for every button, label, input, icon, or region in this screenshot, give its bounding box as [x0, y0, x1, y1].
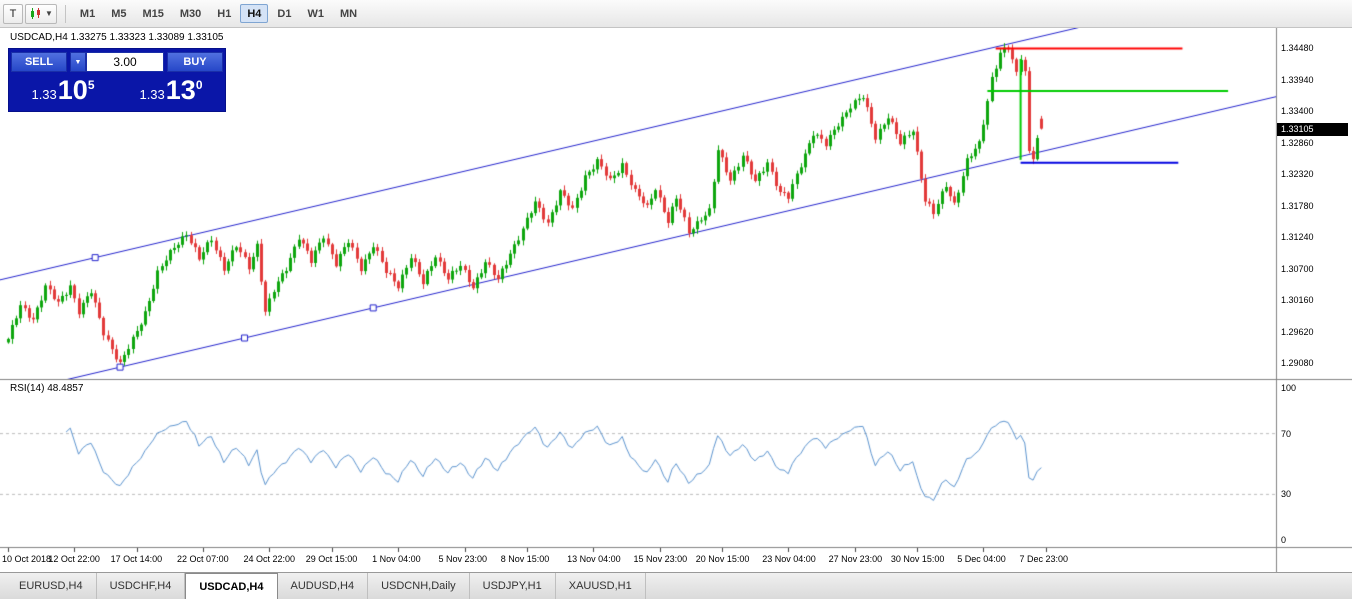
time-axis-label: 7 Dec 23:00: [1019, 554, 1069, 564]
time-axis-label: 10 Oct 2018: [2, 554, 52, 564]
rsi-axis-label: 100: [1281, 383, 1297, 393]
chart-tools-icon: [31, 7, 40, 19]
volume-dropdown-button[interactable]: ▼: [70, 52, 86, 72]
price-axis-label: 1.31240: [1281, 232, 1314, 243]
sell-price-big: 10: [57, 75, 88, 105]
price-axis-label: 1.33400: [1281, 106, 1314, 117]
tab-usdchf[interactable]: USDCHF,H4: [97, 573, 186, 599]
tab-usdcad[interactable]: USDCAD,H4: [185, 573, 278, 599]
time-axis-label: 22 Oct 07:00: [177, 554, 229, 564]
chevron-down-icon: ▼: [74, 58, 82, 66]
timeframe-d1[interactable]: D1: [277, 7, 292, 20]
sell-price-prefix: 1.33: [31, 87, 57, 102]
rsi-indicator-label: RSI(14) 48.4857: [10, 383, 84, 394]
time-axis-label: 12 Oct 22:00: [48, 554, 100, 564]
timeframe-w1[interactable]: W1: [307, 7, 324, 20]
buy-price: 1.33 13 0: [117, 73, 225, 111]
timeframe-m30[interactable]: M30: [179, 7, 202, 20]
time-axis-label: 13 Nov 04:00: [567, 554, 621, 564]
time-axis-label: 17 Oct 14:00: [110, 554, 163, 564]
time-axis-label: 27 Nov 23:00: [828, 554, 883, 564]
time-axis-label: 15 Nov 23:00: [633, 554, 688, 564]
buy-price-prefix: 1.33: [139, 87, 165, 102]
timeframe-m15[interactable]: M15: [142, 7, 164, 20]
time-axis-label: 30 Nov 15:00: [890, 554, 945, 564]
toolbar: T ▼ M1 M5 M15 M30 H1 H4 D1 W1 MN: [0, 0, 1352, 28]
time-axis-label: 24 Oct 22:00: [243, 554, 295, 564]
tab-eurusd[interactable]: EURUSD,H4: [6, 573, 97, 599]
sell-button[interactable]: SELL: [11, 52, 67, 72]
sell-price: 1.33 10 5: [9, 73, 117, 111]
volume-input[interactable]: [86, 52, 164, 72]
price-axis-label: 1.32320: [1281, 169, 1314, 180]
rsi-axis-label: 30: [1281, 489, 1292, 500]
price-axis-label: 1.29620: [1281, 326, 1314, 337]
current-price-tag: 1.33105: [1277, 122, 1348, 136]
price-axis-label: 1.31780: [1281, 200, 1314, 211]
price-axis-label: 1.30700: [1281, 263, 1314, 274]
time-axis-label: 23 Nov 04:00: [762, 554, 816, 564]
tab-audusd[interactable]: AUDUSD,H4: [278, 573, 369, 599]
time-axis-label: 1 Nov 04:00: [372, 554, 421, 564]
price-axis-label: 1.34480: [1281, 43, 1314, 54]
timeframe-h4[interactable]: H4: [240, 4, 269, 23]
tab-usdjpy[interactable]: USDJPY,H1: [470, 573, 556, 599]
one-click-trading-panel: SELL ▼ BUY 1.33 10 5 1.33 13 0: [8, 48, 226, 112]
rsi-axis-label: 0: [1281, 535, 1287, 545]
tab-usdcnh[interactable]: USDCNH,Daily: [368, 573, 470, 599]
time-axis-label: 20 Nov 15:00: [695, 554, 750, 564]
chart-canvas[interactable]: [0, 28, 1352, 572]
price-axis-label: 1.32860: [1281, 137, 1314, 148]
symbol-ohlc-info: USDCAD,H4 1.33275 1.33323 1.33089 1.3310…: [10, 32, 224, 43]
buy-price-sup: 0: [195, 78, 203, 92]
chart-tools-button[interactable]: ▼: [25, 3, 57, 24]
time-axis-label: 8 Nov 15:00: [500, 554, 550, 564]
timeframe-m5[interactable]: M5: [111, 7, 127, 20]
sell-price-sup: 5: [87, 78, 95, 92]
price-axis-label: 1.30160: [1281, 295, 1314, 306]
time-axis-label: 5 Dec 04:00: [957, 554, 1006, 564]
tab-xauusd[interactable]: XAUUSD,H1: [556, 573, 646, 599]
time-axis-label: 5 Nov 23:00: [438, 554, 488, 564]
chart-tabbar: EURUSD,H4 USDCHF,H4 USDCAD,H4 AUDUSD,H4 USDC…: [0, 572, 1352, 599]
toolbar-separator: [64, 4, 66, 23]
price-axis-label: 1.29080: [1281, 358, 1314, 369]
timeframe-m1[interactable]: M1: [79, 7, 96, 20]
time-axis-label: 29 Oct 15:00: [305, 554, 358, 564]
rsi-axis-label: 70: [1281, 428, 1292, 439]
chevron-down-icon: ▼: [45, 9, 53, 18]
buy-button[interactable]: BUY: [167, 52, 223, 72]
timeframe-mn[interactable]: MN: [339, 7, 358, 20]
price-axis-label: 1.33940: [1281, 74, 1314, 85]
timeframe-h1[interactable]: H1: [217, 7, 232, 20]
timeframe-group: M1 M5 M15 M30 H1 H4 D1 W1 MN: [72, 4, 365, 23]
chart-region[interactable]: USDCAD,H4 1.33275 1.33323 1.33089 1.3310…: [0, 28, 1352, 572]
chart-template-button[interactable]: T: [3, 3, 23, 24]
buy-price-big: 13: [165, 75, 196, 105]
